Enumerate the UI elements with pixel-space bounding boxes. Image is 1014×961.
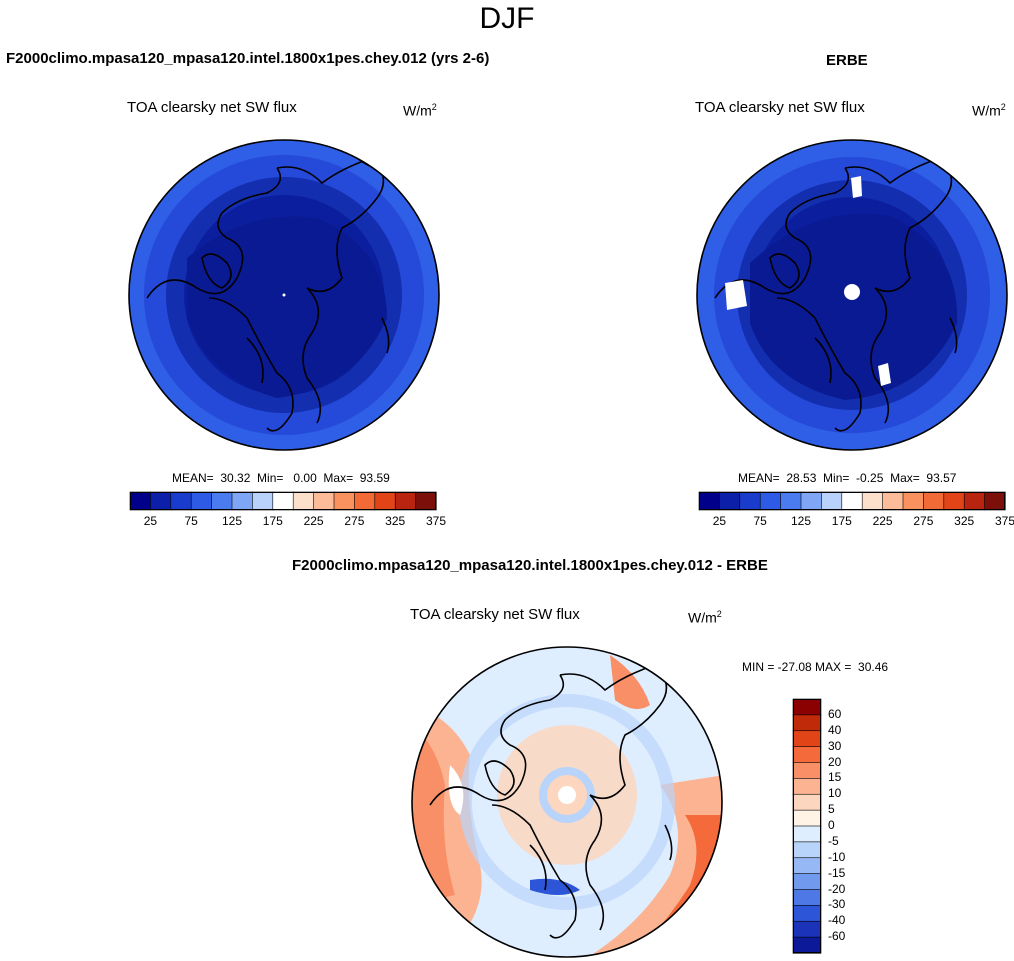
colorbar-swatch xyxy=(792,746,822,764)
colorbar-tick-label: -15 xyxy=(828,865,846,880)
colorbar-tick-label: 75 xyxy=(753,514,767,528)
panel-1-units: W/m2 xyxy=(403,102,437,119)
colorbar-tick-label: 325 xyxy=(385,514,406,528)
colorbar-tick-label: 25 xyxy=(143,514,158,528)
panel-3-title: F2000climo.mpasa120_mpasa120.intel.1800x… xyxy=(292,557,768,574)
panel-2-colorbar xyxy=(698,491,1006,511)
colorbar-tick-label: 40 xyxy=(828,722,842,737)
colorbar-tick-label: 325 xyxy=(954,514,975,528)
colorbar-tick-label: 175 xyxy=(831,514,852,528)
colorbar-swatch xyxy=(821,491,843,511)
panel-2-colorbar-labels: 25 75 125 175 225 275 325 375 xyxy=(699,514,1014,530)
colorbar-tick-label: 25 xyxy=(712,514,727,528)
colorbar-swatch xyxy=(129,491,152,511)
colorbar-swatch xyxy=(882,491,904,511)
colorbar-swatch xyxy=(792,698,822,716)
colorbar-swatch xyxy=(984,491,1006,511)
colorbar-tick-label: 175 xyxy=(262,514,283,528)
colorbar-swatch xyxy=(190,491,213,511)
colorbar-tick-label: -40 xyxy=(828,913,846,928)
colorbar-swatch xyxy=(792,905,822,922)
colorbar-swatch xyxy=(792,841,822,859)
colorbar-tick-label: 60 xyxy=(828,706,842,721)
colorbar-swatch xyxy=(792,793,822,811)
colorbar-swatch xyxy=(272,491,294,511)
colorbar-tick-label: 125 xyxy=(221,514,243,528)
colorbar-tick-label: -20 xyxy=(828,881,846,896)
colorbar-tick-label: -60 xyxy=(828,929,846,944)
panel-3-units: W/m2 xyxy=(688,609,722,626)
colorbar-tick-label: 275 xyxy=(344,514,365,528)
panel-2-stats: MEAN= 28.53 Min= -0.25 Max= 93.57 xyxy=(738,471,957,485)
panel-1-stats: MEAN= 30.32 Min= 0.00 Max= 93.59 xyxy=(172,471,390,485)
colorbar-swatch xyxy=(963,491,986,511)
colorbar-tick-label: 30 xyxy=(828,738,842,753)
colorbar-swatch xyxy=(739,491,761,511)
colorbar-swatch xyxy=(792,920,822,938)
colorbar-swatch xyxy=(374,491,396,511)
colorbar-swatch xyxy=(780,491,802,511)
colorbar-swatch xyxy=(800,491,823,511)
colorbar-tick-label: 375 xyxy=(994,514,1014,528)
colorbar-tick-label: 20 xyxy=(828,754,842,769)
colorbar-swatch xyxy=(841,491,863,511)
colorbar-swatch xyxy=(354,491,376,511)
colorbar-swatch xyxy=(792,714,822,732)
colorbar-tick-label: 275 xyxy=(913,514,934,528)
colorbar-tick-label: -5 xyxy=(828,833,839,848)
panel-1-title: F2000climo.mpasa120_mpasa120.intel.1800x… xyxy=(6,50,490,67)
colorbar-swatch xyxy=(698,491,721,511)
colorbar-swatch xyxy=(211,491,233,511)
colorbar-swatch xyxy=(150,491,172,511)
colorbar-swatch xyxy=(231,491,254,511)
colorbar-swatch xyxy=(792,778,822,795)
colorbar-swatch xyxy=(902,491,925,511)
colorbar-tick-label: 225 xyxy=(303,514,324,528)
colorbar-swatch xyxy=(792,809,822,827)
colorbar-swatch xyxy=(415,491,437,511)
colorbar-tick-label: 0 xyxy=(828,818,835,832)
colorbar-swatch xyxy=(719,491,741,511)
colorbar-tick-label: 75 xyxy=(184,514,198,528)
panel-2-polar-map xyxy=(696,139,1008,451)
panel-3-colorbar-labels: 60 40 30 20 15 10 5 0 -5 -10 -15 -20 -30 -40 -60 xyxy=(828,699,868,953)
colorbar-swatch xyxy=(792,857,822,875)
panel-3-stats: MIN = -27.08 MAX = 30.46 xyxy=(742,660,889,674)
colorbar-swatch xyxy=(252,491,274,511)
panel-2-title: ERBE xyxy=(826,52,868,69)
page-title: DJF xyxy=(479,2,535,35)
colorbar-tick-label: -10 xyxy=(828,849,846,864)
colorbar-swatch xyxy=(170,491,192,511)
panel-3-colorbar xyxy=(792,698,822,954)
panel-3-variable: TOA clearsky net SW flux xyxy=(410,606,580,623)
colorbar-swatch xyxy=(792,825,822,843)
panel-1-colorbar-labels: 25 75 125 175 225 275 325 375 xyxy=(130,514,446,530)
colorbar-swatch xyxy=(313,491,335,511)
colorbar-tick-label: 225 xyxy=(872,514,893,528)
panel-3-polar-map xyxy=(411,646,723,958)
colorbar-swatch xyxy=(792,730,822,748)
colorbar-tick-label: -30 xyxy=(828,897,846,912)
colorbar-swatch xyxy=(943,491,965,511)
panel-2-units: W/m2 xyxy=(972,102,1006,119)
colorbar-swatch xyxy=(292,491,315,511)
colorbar-swatch xyxy=(333,491,356,511)
panel-1-polar-map xyxy=(128,139,440,451)
colorbar-swatch xyxy=(792,889,822,906)
colorbar-swatch xyxy=(759,491,782,511)
panel-1-colorbar xyxy=(129,491,437,511)
colorbar-swatch xyxy=(394,491,417,511)
colorbar-swatch xyxy=(792,873,822,891)
colorbar-tick-label: 15 xyxy=(828,770,842,785)
colorbar-swatch xyxy=(923,491,945,511)
colorbar-tick-label: 375 xyxy=(425,514,447,528)
colorbar-tick-label: 5 xyxy=(828,802,835,817)
colorbar-tick-label: 125 xyxy=(790,514,812,528)
colorbar-swatch xyxy=(861,491,884,511)
panel-1-variable: TOA clearsky net SW flux xyxy=(127,99,297,116)
colorbar-swatch xyxy=(792,936,822,954)
colorbar-swatch xyxy=(792,762,822,779)
panel-2-variable: TOA clearsky net SW flux xyxy=(695,99,865,116)
colorbar-tick-label: 10 xyxy=(828,786,842,801)
